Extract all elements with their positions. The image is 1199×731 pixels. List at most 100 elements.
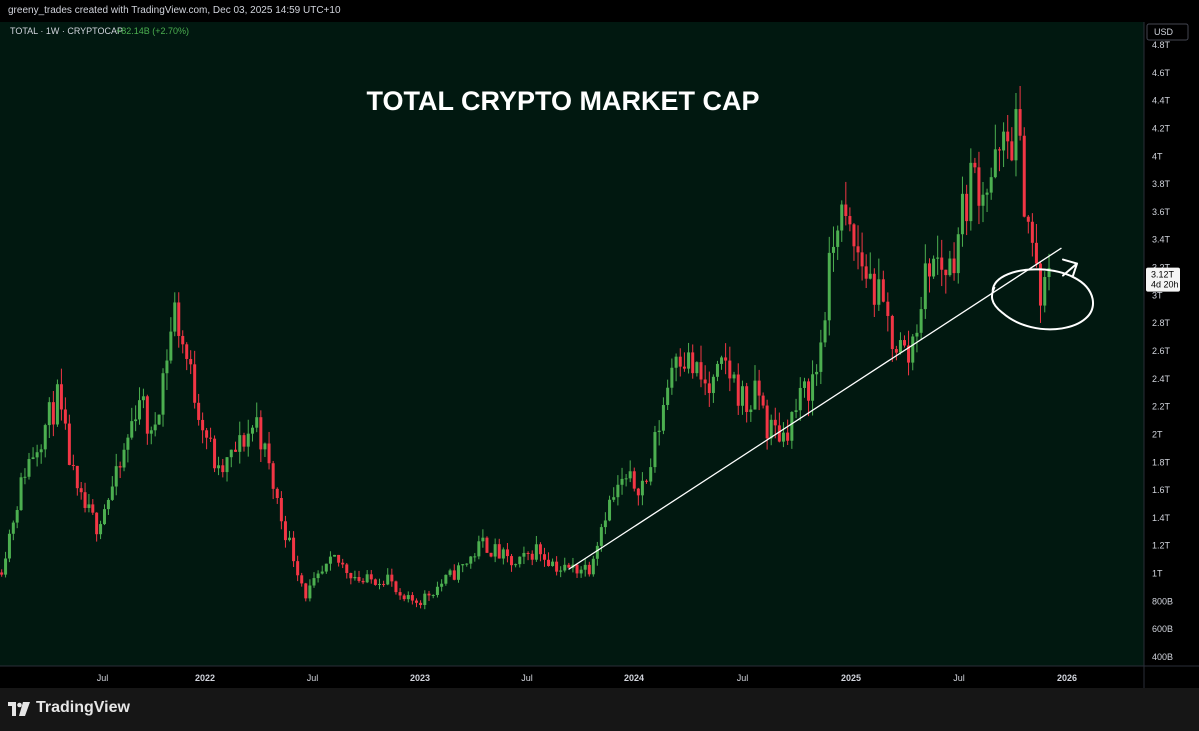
candle-body	[538, 544, 542, 555]
candle-body	[993, 149, 997, 178]
candle-body	[469, 556, 473, 564]
currency-button-frame[interactable]	[1146, 23, 1189, 41]
candle-body	[99, 524, 103, 535]
currency-button[interactable]: USD	[1146, 23, 1189, 41]
candle-body	[612, 497, 616, 500]
y-tick-label: 4T	[1152, 151, 1163, 161]
x-tick-label: 2025	[841, 673, 861, 683]
y-tick-label: 4.8T	[1152, 40, 1171, 50]
price-chart[interactable]: 400B 600B 800B 1T 1.2T 1.4T 1.6T 1.8T 2T 2.2T 2.4T…	[0, 22, 1199, 688]
candle-body	[827, 252, 831, 321]
candle-body	[59, 384, 63, 410]
candle-body	[79, 488, 83, 493]
candle-body	[981, 194, 985, 206]
candle-body	[414, 600, 418, 603]
trendline[interactable]	[568, 247, 1062, 570]
candle-body	[435, 586, 439, 596]
currency-label[interactable]: USD	[1154, 27, 1174, 37]
candle-body	[477, 541, 481, 557]
candle-body	[819, 342, 823, 372]
candle-body	[19, 477, 23, 511]
candle-body	[807, 381, 811, 401]
candle-body	[452, 570, 456, 580]
last-price: 3.12T	[1151, 270, 1175, 280]
candle-body	[169, 331, 173, 361]
x-tick-label: 2026	[1057, 673, 1077, 683]
candle-body	[456, 565, 460, 580]
candle-body	[711, 376, 715, 394]
candle-body	[225, 457, 229, 473]
candle-body	[1006, 131, 1010, 142]
candle-body	[189, 358, 193, 365]
last-price-tag-background	[1146, 267, 1180, 292]
candle-body	[173, 302, 177, 332]
candle-body	[205, 430, 209, 438]
candle-body	[769, 419, 773, 439]
tradingview-logo-icon[interactable]	[8, 702, 30, 716]
y-tick-label: 2.8T	[1152, 318, 1171, 328]
y-tick-label: 1T	[1152, 569, 1163, 579]
candle-body	[583, 564, 587, 570]
tradingview-brand[interactable]: TradingView	[36, 699, 130, 716]
candle-body	[715, 363, 719, 377]
candle-body	[644, 480, 648, 482]
annotations-layer	[568, 247, 1094, 570]
candle-body	[221, 465, 225, 473]
time-axis-background[interactable]	[0, 666, 1144, 688]
candle-body	[907, 345, 911, 363]
candle-body	[628, 471, 632, 479]
candle-body	[1030, 221, 1034, 243]
candle-body	[510, 556, 514, 566]
candle-body	[149, 430, 153, 434]
y-tick-label: 2.4T	[1152, 374, 1171, 384]
candle-body	[599, 527, 603, 546]
candle-body	[670, 367, 674, 388]
candle-body	[691, 352, 695, 374]
y-tick-label: 3.2T	[1152, 263, 1171, 273]
candle-body	[31, 457, 35, 460]
symbol-name[interactable]: TOTAL · 1W · CRYPTOCAP	[10, 26, 123, 36]
candle-body	[324, 563, 328, 572]
candle-body	[357, 576, 361, 581]
time-axis[interactable]: Jul 2022 Jul 2023 Jul 2024 Jul 2025 Jul 2026	[97, 673, 1077, 683]
plot-background[interactable]	[0, 22, 1144, 666]
candle-body	[514, 564, 518, 566]
candle-body	[157, 414, 161, 425]
arrow-annotation[interactable]	[1062, 258, 1079, 277]
candle-body	[130, 421, 134, 438]
candle-body	[798, 387, 802, 411]
candle-body	[840, 204, 844, 231]
candle-body	[440, 583, 444, 587]
candle-body	[373, 579, 377, 585]
candle-body	[773, 419, 777, 426]
highlight-circle[interactable]	[990, 268, 1094, 331]
candle-body	[547, 559, 551, 566]
candle-body	[312, 578, 316, 586]
candle-body	[341, 562, 345, 565]
candle-body	[965, 193, 969, 222]
candle-body	[153, 424, 157, 431]
candle-body	[431, 595, 435, 597]
candle-body	[732, 374, 736, 379]
candle-body	[145, 396, 149, 434]
candle-body	[481, 537, 485, 542]
price-axis-background[interactable]	[1144, 22, 1199, 666]
x-tick-label: Jul	[521, 673, 533, 683]
candle-body	[423, 593, 427, 606]
candle-body	[661, 405, 665, 431]
x-tick-label: Jul	[307, 673, 319, 683]
candle-body	[890, 315, 894, 350]
candle-body	[361, 580, 365, 583]
candle-body	[724, 357, 728, 361]
candle-body	[275, 488, 279, 498]
candle-body	[603, 520, 607, 528]
price-axis[interactable]: 400B 600B 800B 1T 1.2T 1.4T 1.6T 1.8T 2T 2.2T 2.4T…	[1152, 40, 1173, 662]
candle-body	[923, 263, 927, 310]
candle-body	[316, 573, 320, 579]
candle-body	[238, 435, 242, 452]
y-tick-label: 1.8T	[1152, 457, 1171, 467]
y-tick-label: 4.4T	[1152, 96, 1171, 106]
candle-body	[83, 492, 87, 508]
symbol-legend[interactable]: TOTAL · 1W · CRYPTOCAP +82.14B (+2.70%)	[10, 26, 189, 36]
candle-body	[1002, 131, 1006, 151]
